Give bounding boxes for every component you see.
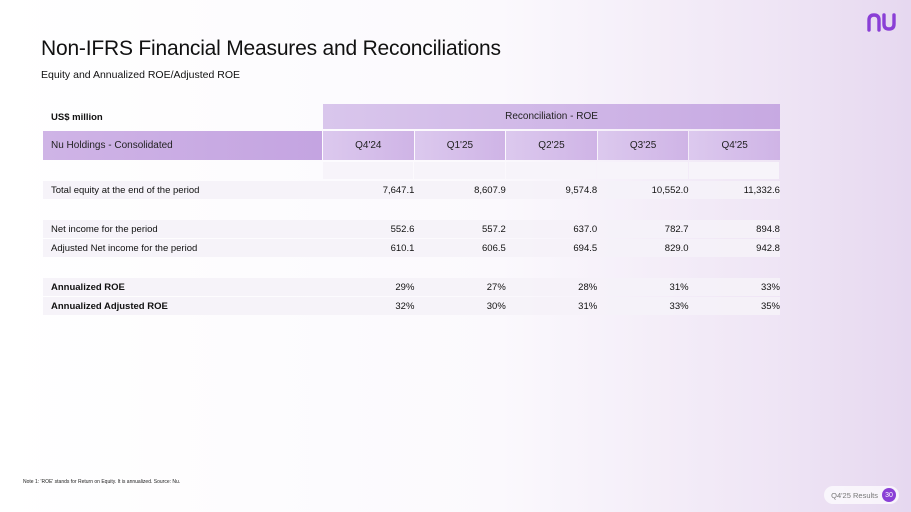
cell-value: 11,332.6 (743, 184, 780, 196)
cell-value: 7,647.1 (382, 184, 415, 196)
row-label: Net income for the period (51, 223, 158, 235)
cell-value: 27% (486, 281, 506, 293)
group-header: Reconciliation - ROE (323, 104, 780, 129)
cell-value: 694.5 (573, 242, 598, 254)
column-header-q4-24: Q4'24 (323, 131, 414, 160)
page-title: Non-IFRS Financial Measures and Reconcil… (41, 37, 501, 60)
cell-value: 557.2 (482, 223, 506, 235)
table-row-total-equity: Total equity at the end of the period 7,… (43, 181, 780, 199)
cell-value: 8,607.9 (474, 184, 506, 196)
cell-value: 31% (669, 281, 689, 293)
cell-value: 28% (578, 281, 598, 293)
cell-value: 29% (395, 281, 415, 293)
cell-value: 637.0 (573, 223, 598, 235)
row-label: Annualized Adjusted ROE (51, 300, 168, 312)
cell-value: 606.5 (482, 242, 506, 254)
table-row-adjusted-net-income: Adjusted Net income for the period 610.1… (43, 239, 780, 257)
row-label: Annualized ROE (51, 281, 125, 293)
page-number: 30 (882, 488, 896, 502)
footer-badge: Q4'25 Results 30 (824, 486, 899, 504)
column-header-q3-25: Q3'25 (597, 131, 689, 160)
cell-value: 894.8 (756, 223, 780, 235)
cell-value: 10,552.0 (651, 184, 689, 196)
cell-value: 30% (486, 300, 506, 312)
unit-label: US$ million (51, 112, 103, 123)
cell-value: 31% (578, 300, 598, 312)
footnote: Note 1: 'ROE' stands for Return on Equit… (23, 479, 181, 485)
column-header-q1-25: Q1'25 (414, 131, 506, 160)
cell-value: 35% (760, 300, 780, 312)
page-subtitle: Equity and Annualized ROE/Adjusted ROE (41, 69, 241, 81)
spacer-row (323, 162, 780, 179)
row-label: Adjusted Net income for the period (51, 242, 198, 254)
cell-value: 552.6 (390, 223, 415, 235)
cell-value: 610.1 (390, 242, 415, 254)
cell-value: 33% (669, 300, 689, 312)
nu-logo-icon (867, 13, 896, 32)
cell-value: 33% (760, 281, 780, 293)
table-row-annualized-adjusted-roe: Annualized Adjusted ROE 32% 30% 31% 33% … (43, 297, 780, 315)
column-header-q4-25: Q4'25 (689, 131, 780, 160)
cell-value: 9,574.8 (565, 184, 598, 196)
cell-value: 782.7 (664, 223, 689, 235)
cell-value: 32% (395, 300, 415, 312)
table-row-net-income: Net income for the period 552.6 557.2 63… (43, 220, 780, 238)
column-header-q2-25: Q2'25 (506, 131, 597, 160)
row-label: Total equity at the end of the period (51, 184, 200, 196)
column-header-row: Nu Holdings - Consolidated Q4'24 Q1'25 Q… (43, 131, 780, 160)
table-row-annualized-roe: Annualized ROE 29% 27% 28% 31% 33% (43, 278, 780, 296)
footer-label: Q4'25 Results (831, 490, 878, 500)
cell-value: 829.0 (664, 242, 689, 254)
nu-logo (867, 12, 897, 37)
row-header-label: Nu Holdings - Consolidated (43, 131, 322, 160)
cell-value: 942.8 (756, 242, 780, 254)
